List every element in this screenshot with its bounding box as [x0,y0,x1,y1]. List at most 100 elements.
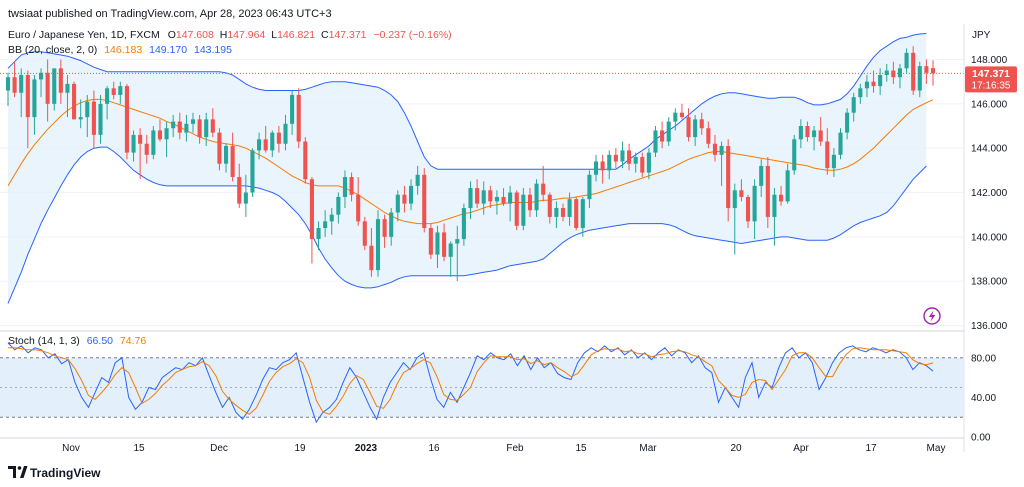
candle [12,61,17,98]
candle [838,128,843,160]
candle [666,117,671,146]
time-tick-label: 20 [730,443,742,454]
stochastic-tick-label: 40.00 [971,393,996,404]
candle [138,128,143,180]
legend-high: 147.964 [227,29,265,41]
legend-close-label: C [321,29,329,41]
candle [303,137,308,184]
candle [382,214,387,248]
candle [574,196,579,231]
price-tick-label: 136.000 [971,321,1008,332]
time-tick-label: 17 [865,443,877,454]
legend-bb-label: BB (20, close, 2, 0) [8,44,97,56]
legend-stoch-k: 66.50 [87,335,113,347]
legend-stoch-label: Stoch (14, 1, 3) [8,335,80,347]
candle [904,48,909,73]
candle [587,170,592,209]
candle [45,59,50,122]
legend-symbol: Euro / Japanese Yen, 1D, FXCM [8,29,160,41]
candle [607,150,612,180]
time-tick-label: 15 [575,443,587,454]
candle [204,112,209,146]
candle [673,108,678,131]
candle [428,223,433,260]
candle [825,128,830,175]
candle [316,221,321,251]
candle [250,148,255,197]
price-legend: Euro / Japanese Yen, 1D, FXCM O147.608 H… [8,29,452,56]
tradingview-logo-icon[interactable] [8,466,28,478]
candle [765,157,770,228]
svg-text:BB (20, close, 2, 0) 146: BB (20, close, 2, 0) 146.183 149.170 143… [8,44,232,56]
time-tick-label: Nov [62,443,80,454]
bollinger-lower-line [7,146,927,304]
stochastic-k-line [7,342,934,424]
time-tick-label: Apr [793,443,809,454]
stochastic-tick-label: 0.00 [971,433,991,444]
time-tick-labels: Nov 15 Dec 19 2023 16 Feb 15 Mar 20 Apr 17 May [62,443,945,454]
legend-low: 146.821 [277,29,315,41]
candle [356,177,361,226]
candle [442,223,447,262]
candle [190,112,196,133]
candle [772,188,777,246]
candle [263,126,268,153]
candle [745,194,751,228]
svg-text:Stoch (14, 1, 3) 66.50: Stoch (14, 1, 3) 66.50 74.76 [8,335,146,347]
price-tick-label: 146.000 [971,99,1008,110]
candle [534,179,539,217]
candle [527,188,533,217]
candle [230,132,235,182]
candle [38,68,44,98]
lightning-bolt-icon[interactable] [923,307,941,325]
candle [481,181,486,215]
candle [19,68,24,118]
candle [831,148,836,177]
footer-brand: TradingView [30,466,101,480]
candle [369,228,374,277]
candle [435,225,440,268]
candle [124,83,129,160]
candle [693,114,698,146]
candle [679,103,684,120]
legend-open: 147.608 [176,29,214,41]
candle [759,159,764,197]
legend-high-label: H [220,29,228,41]
candle [600,154,605,184]
candle [58,59,63,104]
candle [627,143,632,171]
time-tick-label: Feb [506,443,524,454]
candle [719,141,724,186]
time-tick-label: 16 [428,443,440,454]
candle [72,81,77,120]
candle [52,68,57,111]
candle [422,168,427,233]
candle [878,68,883,95]
candle [871,70,876,93]
candle [660,121,665,149]
candle [455,225,460,282]
candle [25,70,30,149]
bollinger-upper-line [7,33,927,170]
candle [276,126,281,153]
time-tick-label: 15 [133,443,145,454]
candle [884,63,889,82]
bollinger-fill [8,33,927,304]
candle [752,179,757,240]
candle [395,190,400,222]
candle [111,81,116,100]
candle [891,61,896,84]
candle [171,114,176,138]
price-tick-label: 144.000 [971,144,1008,155]
candle [560,203,566,222]
last-price-value: 147.371 [972,68,1010,80]
candle [726,139,731,222]
candle [686,108,691,142]
candle [5,72,11,107]
candle [177,112,182,140]
candle [785,163,790,204]
time-axis[interactable]: Nov 15 Dec 19 2023 16 Feb 15 Mar 20 Apr 17 May [0,437,964,454]
candle [739,179,744,202]
candle [98,94,103,144]
candle [541,165,546,202]
